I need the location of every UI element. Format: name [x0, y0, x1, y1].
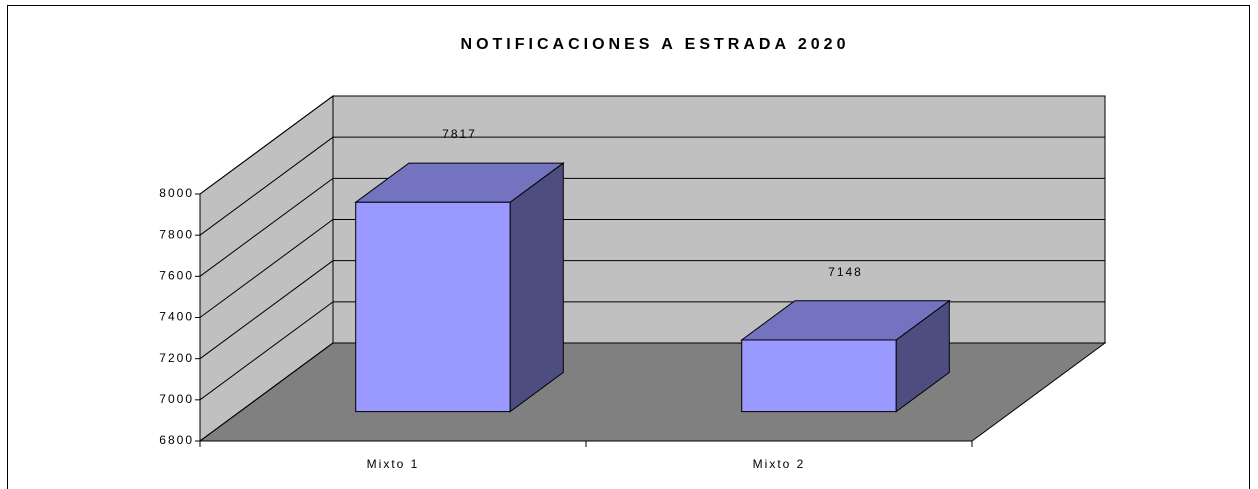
grid-line	[199, 136, 1105, 236]
grid-line	[199, 177, 1105, 277]
x-tick-label: Mixto 2	[753, 457, 806, 471]
y-tick-label: 7400	[159, 310, 194, 324]
y-tick-label: 7000	[159, 392, 194, 406]
data-label: 7148	[828, 265, 863, 279]
chart-title: NOTIFICACIONES A ESTRADA 2020	[461, 36, 850, 53]
y-tick-label: 8000	[159, 186, 194, 200]
y-tick-label: 7600	[159, 269, 194, 283]
y-tick-label: 7800	[159, 227, 194, 241]
x-tick-label: Mixto 1	[367, 457, 420, 471]
bar-side	[509, 162, 564, 413]
grid-line	[199, 95, 1105, 195]
y-tick-label: 7200	[159, 351, 194, 365]
floor	[198, 342, 1107, 442]
bar	[741, 339, 897, 413]
y-tick-label: 6800	[159, 433, 194, 447]
bar	[355, 201, 511, 413]
grid-line	[199, 260, 1105, 360]
data-label: 7817	[442, 127, 477, 141]
grid-line	[199, 219, 1105, 318]
